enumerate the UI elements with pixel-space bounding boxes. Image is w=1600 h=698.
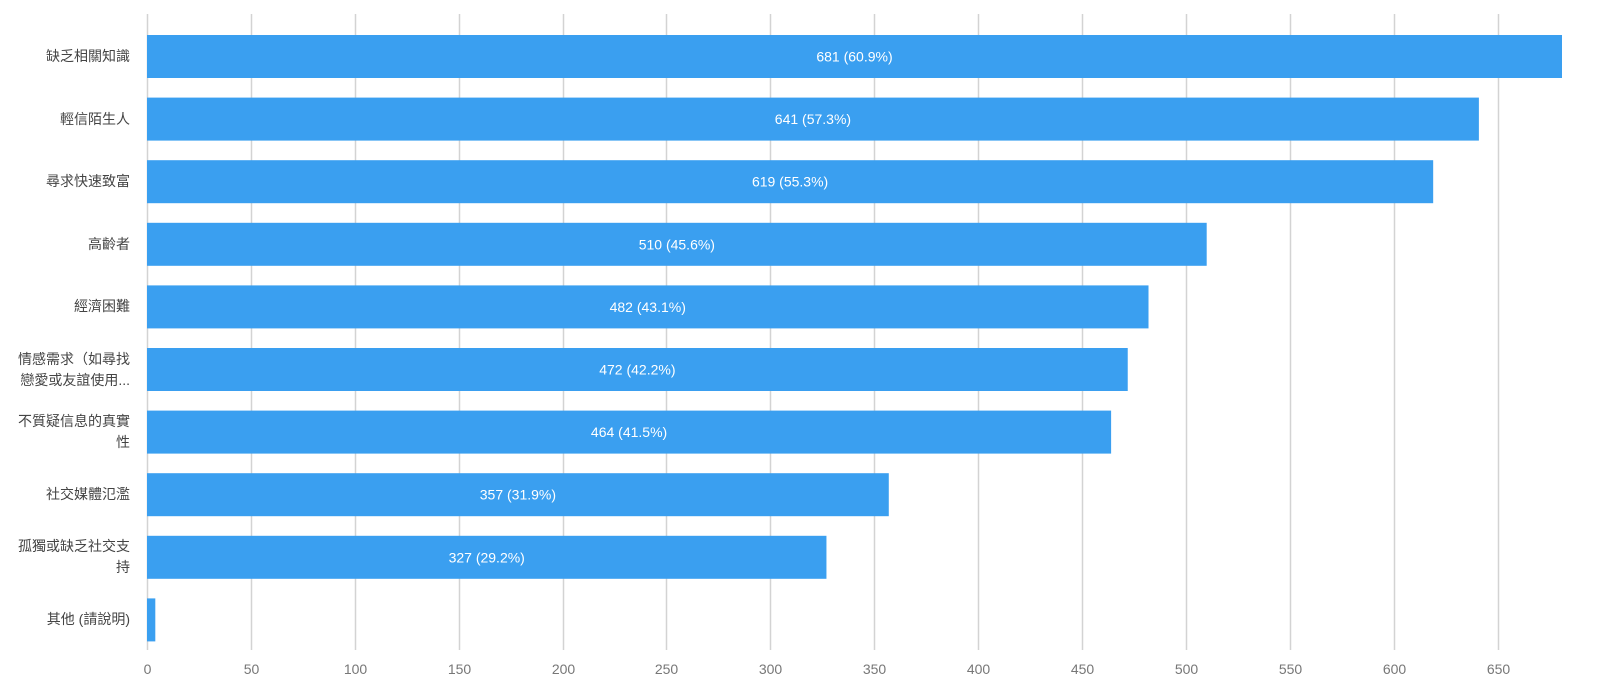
x-tick-label: 600: [1383, 661, 1407, 677]
x-tick-label: 100: [344, 661, 368, 677]
x-tick-label: 200: [552, 661, 576, 677]
category-label-line: 缺乏相關知識: [46, 48, 130, 64]
bar-data-label: 641 (57.3%): [775, 111, 851, 127]
bar: [147, 222, 1207, 266]
category-label: 高齡者: [8, 234, 130, 255]
x-tick-label: 450: [1071, 661, 1095, 677]
category-label: 經濟困難: [8, 296, 130, 317]
category-label-line: 尋求快速致富: [46, 173, 130, 190]
x-tick-label: 150: [448, 661, 472, 677]
x-tick-label: 350: [863, 661, 887, 677]
bar: [147, 535, 827, 579]
category-label: 社交媒體氾濫: [8, 484, 130, 505]
x-tick-label: 500: [1175, 661, 1199, 677]
category-label-line: 持: [116, 559, 130, 576]
bar-data-label: 619 (55.3%): [752, 174, 828, 190]
category-label: 缺乏相關知識: [8, 46, 130, 67]
x-tick-label: 0: [144, 661, 152, 677]
category-label-line: 孤獨或缺乏社交支: [18, 538, 130, 555]
category-label: 孤獨或缺乏社交支持: [8, 536, 130, 578]
bar: [147, 348, 1128, 391]
category-label-line: 戀愛或友誼使用...: [20, 371, 130, 388]
category-label-line: 其他 (請說明): [46, 611, 130, 628]
category-label: 其他 (請說明): [8, 609, 130, 630]
bar: [147, 97, 1479, 141]
category-label-line: 情感需求（如尋找: [18, 350, 130, 367]
bar-data-label: 327 (29.2%): [449, 549, 525, 565]
category-label-line: 輕信陌生人: [60, 110, 130, 127]
x-tick-label: 250: [655, 661, 679, 677]
x-tick-label: 550: [1279, 661, 1303, 677]
category-label-line: 高齡者: [88, 235, 130, 252]
bar: [147, 35, 1562, 78]
bar: [147, 473, 889, 517]
bar: [147, 160, 1434, 204]
bar-data-label: 464 (41.5%): [591, 424, 667, 440]
category-label: 不質疑信息的真實性: [8, 411, 130, 453]
bar: [147, 598, 156, 642]
category-label-line: 社交媒體氾濫: [46, 486, 130, 503]
bar-data-label: 681 (60.9%): [816, 49, 892, 65]
bar: [147, 285, 1149, 329]
bar-data-label: 472 (42.2%): [599, 362, 675, 378]
bar-data-label: 510 (45.6%): [639, 236, 715, 252]
x-tick-label: 300: [759, 661, 783, 677]
category-label-line: 經濟困難: [74, 298, 130, 315]
bar-data-label: 482 (43.1%): [610, 299, 686, 315]
category-label: 情感需求（如尋找 戀愛或友誼使用...: [8, 349, 130, 391]
category-label: 輕信陌生人: [8, 109, 130, 130]
bar: [147, 410, 1112, 454]
category-label-line: 性: [116, 434, 130, 451]
x-tick-label: 400: [967, 661, 991, 677]
category-label-line: 不質疑信息的真實: [18, 413, 130, 430]
x-tick-label: 50: [244, 661, 260, 677]
category-label: 尋求快速致富: [8, 171, 130, 192]
x-tick-label: 650: [1487, 661, 1511, 677]
bar-data-label: 357 (31.9%): [480, 487, 556, 503]
